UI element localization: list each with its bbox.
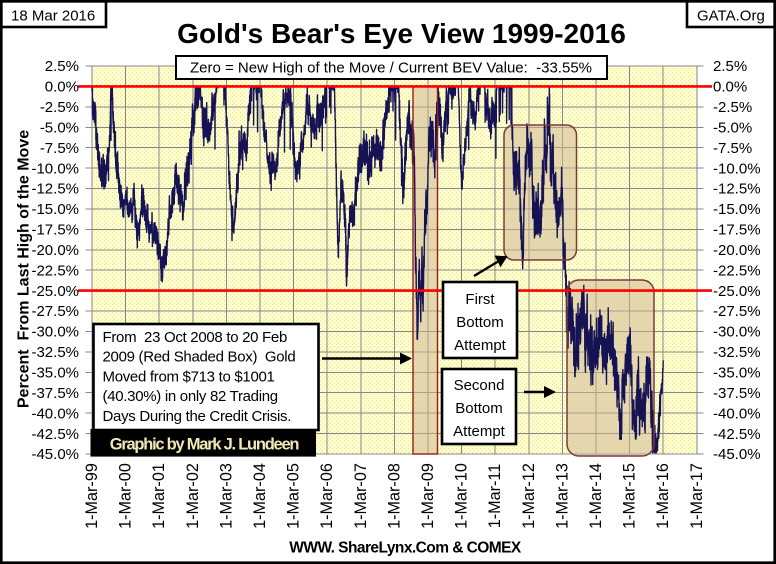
svg-text:1-Mar-08: 1-Mar-08 — [385, 463, 403, 529]
svg-text:-42.5%: -42.5% — [31, 426, 79, 443]
svg-text:Days During the Credit Crisis.: Days During the Credit Crisis. — [103, 408, 292, 425]
svg-text:-40.0%: -40.0% — [31, 405, 79, 422]
svg-text:2.5%: 2.5% — [45, 58, 79, 75]
svg-text:-37.5%: -37.5% — [713, 385, 761, 402]
svg-text:-5.0%: -5.0% — [713, 120, 752, 137]
svg-text:-10.0%: -10.0% — [31, 160, 79, 177]
svg-text:1-Mar-11: 1-Mar-11 — [486, 464, 504, 528]
svg-text:-35.0%: -35.0% — [713, 365, 761, 382]
svg-text:-20.0%: -20.0% — [31, 242, 79, 259]
svg-text:Bottom: Bottom — [455, 400, 503, 417]
svg-text:Moved from $713 to $1001: Moved from $713 to $1001 — [103, 369, 275, 386]
svg-text:-32.5%: -32.5% — [713, 344, 761, 361]
svg-text:-30.0%: -30.0% — [31, 324, 79, 341]
svg-text:-25.0%: -25.0% — [31, 283, 79, 300]
svg-text:(40.30%) in only 82 Trading: (40.30%) in only 82 Trading — [103, 388, 278, 405]
svg-text:2.5%: 2.5% — [713, 58, 747, 75]
svg-text:-15.0%: -15.0% — [31, 201, 79, 218]
svg-text:1-Mar-15: 1-Mar-15 — [621, 463, 639, 529]
svg-text:1-Mar-01: 1-Mar-01 — [150, 463, 168, 529]
svg-text:-35.0%: -35.0% — [31, 365, 79, 382]
svg-text:-32.5%: -32.5% — [31, 344, 79, 361]
svg-text:1-Mar-14: 1-Mar-14 — [587, 463, 605, 529]
svg-text:Graphic by Mark J. Lundeen: Graphic by Mark J. Lundeen — [110, 436, 300, 454]
svg-text:1-Mar-02: 1-Mar-02 — [184, 463, 202, 529]
svg-text:-42.5%: -42.5% — [713, 426, 761, 443]
svg-text:Attempt: Attempt — [453, 423, 506, 440]
svg-text:-45.0%: -45.0% — [31, 446, 79, 463]
svg-text:-27.5%: -27.5% — [713, 303, 761, 320]
svg-text:-22.5%: -22.5% — [31, 262, 79, 279]
svg-text:-12.5%: -12.5% — [713, 181, 761, 198]
svg-text:-7.5%: -7.5% — [40, 140, 79, 157]
svg-text:Second: Second — [454, 377, 505, 394]
svg-text:-10.0%: -10.0% — [713, 160, 761, 177]
svg-text:1-Mar-16: 1-Mar-16 — [654, 463, 672, 529]
svg-text:From 23 Oct 2008 to 20 Feb: From 23 Oct 2008 to 20 Feb — [103, 329, 288, 346]
svg-text:GATA.Org: GATA.Org — [697, 8, 765, 25]
svg-text:-37.5%: -37.5% — [31, 385, 79, 402]
svg-text:1-Mar-10: 1-Mar-10 — [453, 463, 471, 529]
svg-text:Bottom: Bottom — [456, 314, 504, 331]
svg-text:-2.5%: -2.5% — [40, 99, 79, 116]
svg-text:1-Mar-00: 1-Mar-00 — [117, 463, 135, 529]
svg-text:2009 (Red Shaded Box) Gold: 2009 (Red Shaded Box) Gold — [103, 349, 296, 366]
svg-text:First: First — [465, 291, 495, 308]
svg-text:-27.5%: -27.5% — [31, 303, 79, 320]
svg-text:WWW. ShareLynx.Com & COMEX: WWW. ShareLynx.Com & COMEX — [289, 540, 522, 557]
svg-text:-30.0%: -30.0% — [713, 324, 761, 341]
svg-text:1-Mar-04: 1-Mar-04 — [251, 463, 269, 529]
svg-text:18 Mar 2016: 18 Mar 2016 — [11, 8, 95, 25]
svg-text:-40.0%: -40.0% — [713, 405, 761, 422]
svg-text:-15.0%: -15.0% — [713, 201, 761, 218]
svg-text:1-Mar-17: 1-Mar-17 — [688, 463, 706, 529]
svg-text:-17.5%: -17.5% — [31, 222, 79, 239]
svg-text:Percent From Last High of the: Percent From Last High of the Move — [16, 130, 33, 408]
svg-text:1-Mar-12: 1-Mar-12 — [520, 463, 538, 529]
svg-text:Attempt: Attempt — [454, 337, 507, 354]
svg-text:-45.0%: -45.0% — [713, 446, 761, 463]
svg-text:0.0%: 0.0% — [45, 79, 79, 96]
svg-text:Zero = New High of the Move /: Zero = New High of the Move / Current BE… — [190, 60, 592, 77]
svg-text:-25.0%: -25.0% — [713, 283, 761, 300]
svg-text:-2.5%: -2.5% — [713, 99, 752, 116]
svg-text:-12.5%: -12.5% — [31, 181, 79, 198]
svg-text:-20.0%: -20.0% — [713, 242, 761, 259]
svg-text:1-Mar-13: 1-Mar-13 — [553, 463, 571, 529]
svg-text:1-Mar-05: 1-Mar-05 — [285, 463, 303, 529]
svg-text:1-Mar-06: 1-Mar-06 — [318, 463, 336, 529]
svg-text:0.0%: 0.0% — [713, 79, 747, 96]
svg-text:-22.5%: -22.5% — [713, 262, 761, 279]
svg-text:Gold's Bear's Eye View 1999-20: Gold's Bear's Eye View 1999-2016 — [177, 18, 626, 49]
svg-text:-5.0%: -5.0% — [40, 120, 79, 137]
svg-text:1-Mar-99: 1-Mar-99 — [83, 463, 101, 529]
svg-text:1-Mar-09: 1-Mar-09 — [419, 463, 437, 529]
svg-text:-17.5%: -17.5% — [713, 222, 761, 239]
svg-text:1-Mar-07: 1-Mar-07 — [352, 463, 370, 529]
svg-text:-7.5%: -7.5% — [713, 140, 752, 157]
svg-text:1-Mar-03: 1-Mar-03 — [217, 463, 235, 529]
